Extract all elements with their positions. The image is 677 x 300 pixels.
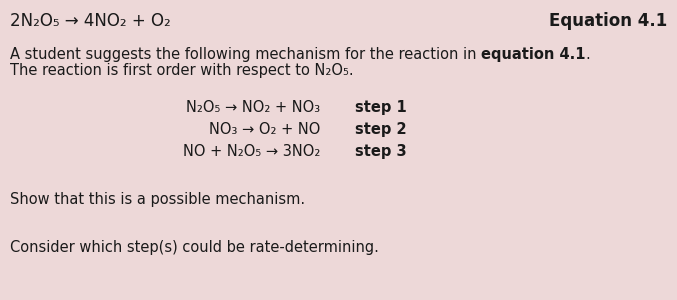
- Text: N₂O₅ → NO₂ + NO₃: N₂O₅ → NO₂ + NO₃: [186, 100, 320, 115]
- Text: equation 4.1: equation 4.1: [481, 47, 586, 62]
- Text: Equation 4.1: Equation 4.1: [549, 12, 667, 30]
- Text: .: .: [586, 47, 590, 62]
- Text: A student suggests the following mechanism for the reaction in: A student suggests the following mechani…: [10, 47, 481, 62]
- Text: Show that this is a possible mechanism.: Show that this is a possible mechanism.: [10, 192, 305, 207]
- Text: Consider which step(s) could be rate-determining.: Consider which step(s) could be rate-det…: [10, 240, 379, 255]
- Text: 2N₂O₅ → 4NO₂ + O₂: 2N₂O₅ → 4NO₂ + O₂: [10, 12, 171, 30]
- Text: NO₃ → O₂ + NO: NO₃ → O₂ + NO: [209, 122, 320, 137]
- Text: step 2: step 2: [355, 122, 407, 137]
- Text: step 1: step 1: [355, 100, 407, 115]
- Text: NO + N₂O₅ → 3NO₂: NO + N₂O₅ → 3NO₂: [183, 144, 320, 159]
- Text: The reaction is first order with respect to N₂O₅.: The reaction is first order with respect…: [10, 63, 353, 78]
- Text: step 3: step 3: [355, 144, 407, 159]
